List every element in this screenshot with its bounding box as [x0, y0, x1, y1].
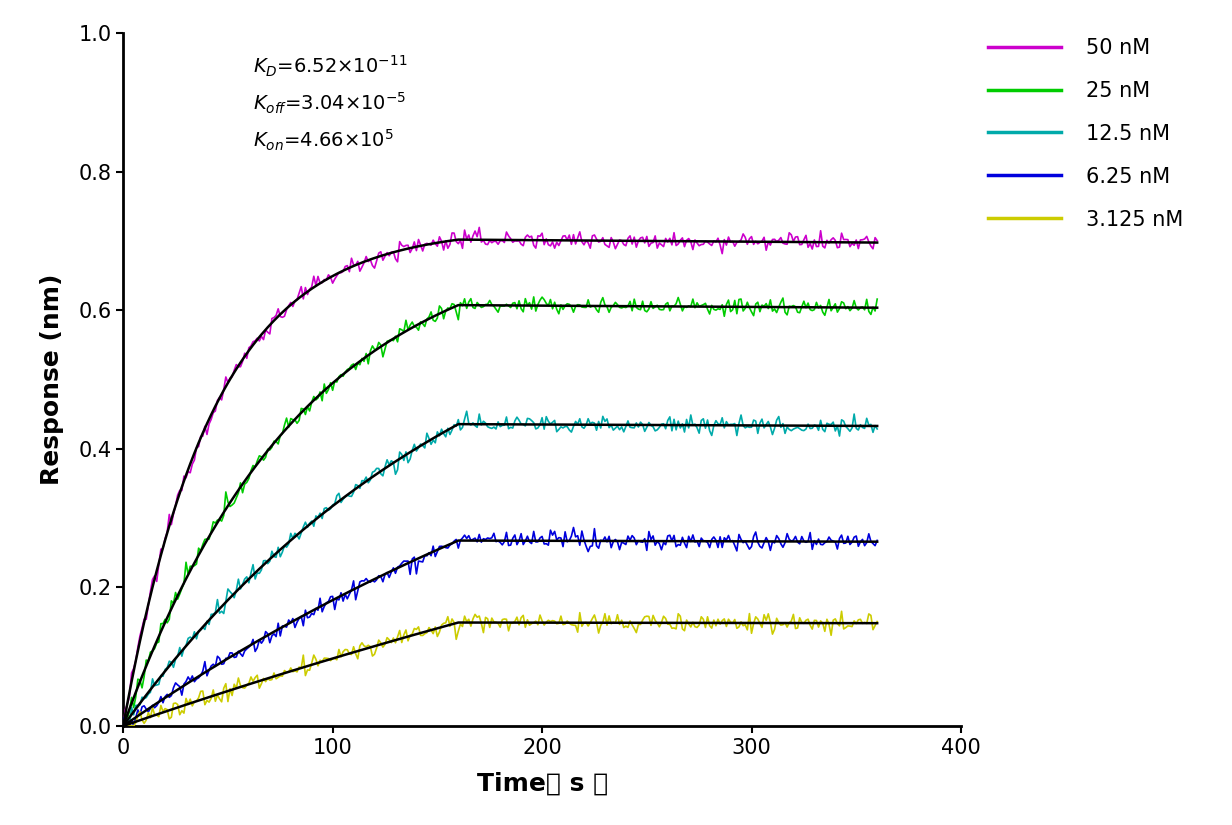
3.125 nM	[256, 673, 271, 683]
6.25 nM	[259, 627, 274, 637]
3.125 nM	[834, 606, 849, 616]
12.5 nM	[589, 425, 604, 435]
12.5 nM	[547, 416, 562, 426]
12.5 nM	[460, 406, 474, 416]
Legend: 50 nM, 25 nM, 12.5 nM, 6.25 nM, 3.125 nM: 50 nM, 25 nM, 12.5 nM, 6.25 nM, 3.125 nM	[979, 30, 1191, 238]
25 nM	[256, 455, 271, 465]
6.25 nM	[574, 526, 589, 536]
Line: 12.5 nM: 12.5 nM	[123, 411, 877, 726]
6.25 nM	[782, 535, 797, 544]
6.25 nM	[116, 713, 131, 723]
25 nM	[116, 720, 131, 730]
25 nM	[573, 300, 588, 310]
Line: 3.125 nM: 3.125 nM	[123, 611, 877, 726]
50 nM	[573, 227, 588, 237]
25 nM	[780, 310, 795, 320]
25 nM	[547, 297, 562, 307]
12.5 nM	[573, 414, 588, 424]
50 nM	[137, 615, 152, 625]
X-axis label: Time（ s ）: Time（ s ）	[477, 771, 607, 795]
3.125 nM	[546, 615, 561, 625]
3.125 nM	[137, 719, 152, 728]
50 nM	[116, 721, 131, 731]
50 nM	[256, 335, 271, 345]
50 nM	[780, 239, 795, 249]
6.25 nM	[547, 526, 562, 536]
12.5 nM	[256, 556, 271, 566]
25 nM	[589, 304, 604, 314]
25 nM	[526, 292, 541, 302]
50 nM	[547, 243, 562, 253]
3.125 nM	[870, 616, 885, 626]
3.125 nM	[777, 618, 792, 628]
Line: 50 nM: 50 nM	[123, 228, 877, 726]
50 nM	[870, 236, 885, 246]
12.5 nM	[780, 422, 795, 432]
6.25 nM	[120, 721, 134, 731]
Line: 6.25 nM: 6.25 nM	[123, 527, 877, 726]
25 nM	[870, 295, 885, 304]
6.25 nM	[870, 535, 885, 545]
12.5 nM	[137, 694, 152, 704]
Text: $K_D$=6.52×10$^{-11}$
$K_{off}$=3.04×10$^{-5}$
$K_{on}$=4.66×10$^5$: $K_D$=6.52×10$^{-11}$ $K_{off}$=3.04×10$…	[253, 54, 408, 153]
12.5 nM	[116, 721, 131, 731]
12.5 nM	[870, 424, 885, 434]
6.25 nM	[591, 544, 606, 554]
3.125 nM	[586, 610, 601, 620]
25 nM	[137, 672, 152, 681]
6.25 nM	[567, 522, 582, 532]
3.125 nM	[116, 721, 131, 731]
50 nM	[472, 223, 487, 233]
Line: 25 nM: 25 nM	[123, 297, 877, 725]
3.125 nM	[570, 627, 585, 637]
Y-axis label: Response (nm): Response (nm)	[41, 274, 64, 485]
6.25 nM	[139, 705, 154, 714]
50 nM	[589, 234, 604, 244]
